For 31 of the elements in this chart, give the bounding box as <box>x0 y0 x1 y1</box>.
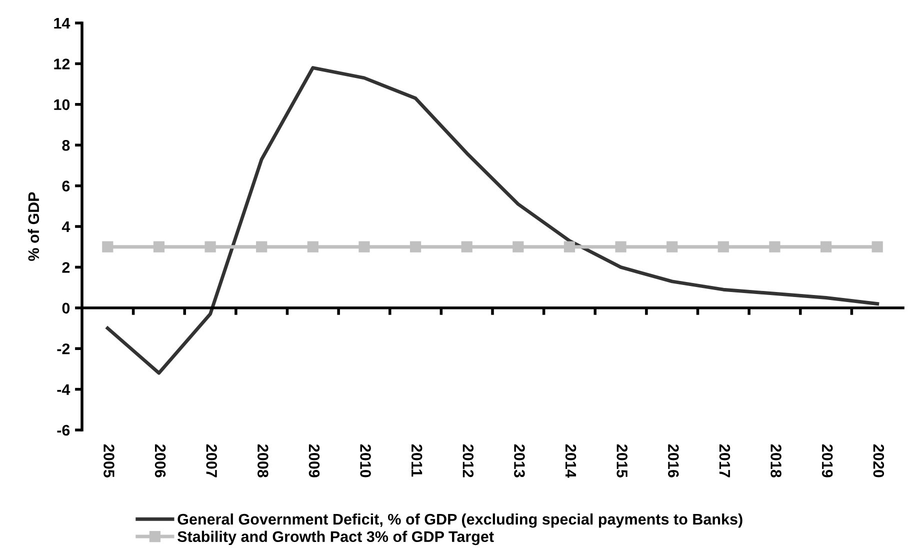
x-tick-label: 2005 <box>104 444 114 478</box>
y-tick-label: 2 <box>62 262 70 273</box>
y-tick-label: -2 <box>57 343 70 354</box>
x-tick-label: 2016 <box>668 444 679 478</box>
x-tick-label: 2014 <box>565 444 576 478</box>
y-tick-label: 14 <box>54 18 70 29</box>
x-tick-label: 2017 <box>719 444 730 478</box>
y-axis-title: % of GDP <box>28 192 40 261</box>
x-tick-label: 2009 <box>308 444 320 478</box>
y-tick-label: 8 <box>62 140 70 151</box>
y-tick-label: -4 <box>57 384 70 395</box>
y-tick-label: 4 <box>62 222 70 232</box>
x-tick-label: 2013 <box>514 444 525 478</box>
x-tick-label: 2019 <box>822 444 833 478</box>
x-tick-label: 2007 <box>206 444 217 478</box>
y-tick-label: 12 <box>54 58 70 70</box>
x-tick-label: 2010 <box>360 444 371 478</box>
x-tick-label: 2011 <box>411 444 422 477</box>
legend-label: General Government Deficit, % of GDP (excluding special payments to Banks) <box>178 513 742 528</box>
y-tick-label: 6 <box>62 180 70 192</box>
y-tick-label: 10 <box>54 99 70 110</box>
y-tick-label: 0 <box>62 302 70 314</box>
x-tick-label: 2018 <box>770 444 782 478</box>
legend-label: Stability and Growth Pact 3% of GDP Target <box>178 530 494 546</box>
line-series <box>106 66 880 375</box>
x-tick-label: 2006 <box>154 444 166 478</box>
x-tick-label: 2008 <box>257 444 268 478</box>
x-tick-label: 2020 <box>873 444 884 478</box>
x-tick-label: 2012 <box>462 444 474 478</box>
y-tick-label: -6 <box>57 424 70 436</box>
x-tick-label: 2015 <box>616 444 628 478</box>
